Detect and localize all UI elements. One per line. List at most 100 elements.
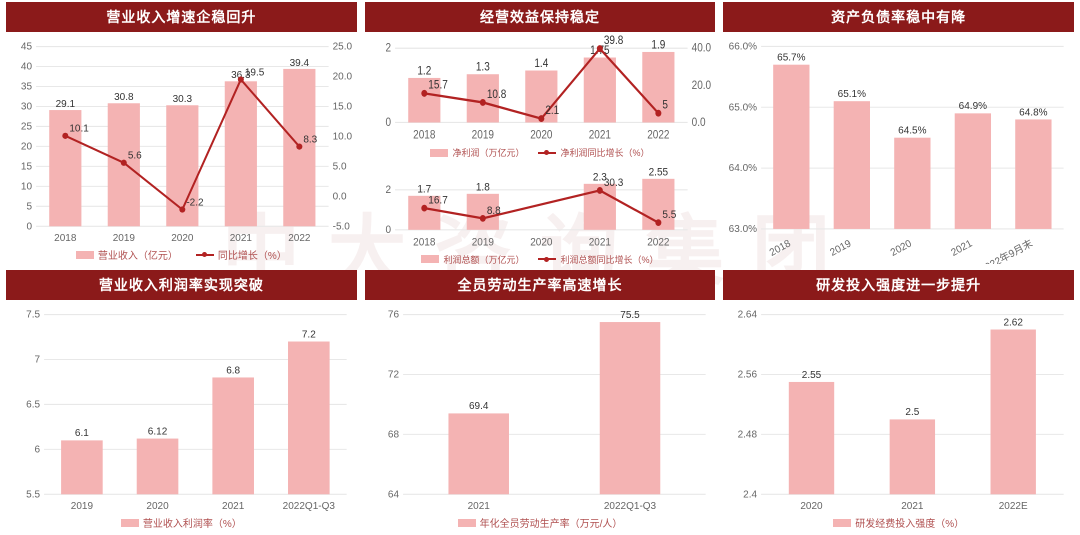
svg-text:2019: 2019	[471, 236, 493, 249]
svg-text:2021: 2021	[467, 501, 490, 512]
svg-text:30.3: 30.3	[173, 94, 193, 105]
svg-text:10.1: 10.1	[69, 124, 89, 135]
svg-text:76: 76	[388, 310, 399, 321]
legend-line: 同比增长（%）	[196, 247, 287, 262]
panel-revenue-growth: 营业收入增速企稳回升 051015202530354045-5.00.05.01…	[6, 2, 357, 264]
svg-text:2021: 2021	[588, 129, 610, 142]
svg-text:20.0: 20.0	[333, 71, 353, 82]
svg-text:-5.0: -5.0	[333, 221, 351, 232]
legend-row: 营业收入（亿元） 同比增长（%）	[6, 245, 357, 264]
svg-text:10: 10	[21, 181, 32, 192]
svg-text:2.4: 2.4	[743, 489, 757, 500]
svg-text:2022Q1-Q3: 2022Q1-Q3	[283, 501, 336, 512]
svg-text:2020: 2020	[530, 129, 552, 142]
svg-text:5.5: 5.5	[26, 489, 40, 500]
panel-debt-ratio: 资产负债率稳中有降 63.0%64.0%65.0%66.0%65.7%65.1%…	[723, 2, 1074, 264]
svg-text:2.55: 2.55	[802, 370, 822, 381]
svg-text:29.1: 29.1	[56, 99, 76, 110]
legend-bar: 年化全员劳动生产率（万元/人）	[458, 515, 623, 530]
svg-text:2021: 2021	[950, 238, 975, 259]
svg-text:39.4: 39.4	[290, 58, 310, 69]
svg-text:2020: 2020	[801, 501, 824, 512]
legend-bar: 利润总额（万亿元）	[421, 250, 524, 269]
svg-text:1.4: 1.4	[534, 57, 548, 70]
svg-text:40.0: 40.0	[691, 42, 710, 55]
svg-text:2022E: 2022E	[999, 501, 1028, 512]
svg-text:72: 72	[388, 369, 399, 380]
svg-text:65.7%: 65.7%	[777, 52, 805, 63]
svg-text:8.8: 8.8	[486, 204, 500, 217]
svg-text:2.1: 2.1	[545, 104, 559, 117]
svg-text:6.12: 6.12	[148, 426, 168, 437]
svg-text:68: 68	[388, 429, 399, 440]
svg-text:25.0: 25.0	[333, 42, 353, 53]
svg-text:5.6: 5.6	[128, 150, 142, 161]
panel-efficiency: 经营效益保持稳定 020.020.040.01.21.31.41.751.915…	[365, 2, 716, 264]
svg-text:30.3: 30.3	[604, 176, 624, 189]
panel-title: 经营效益保持稳定	[365, 2, 716, 32]
legend-line: 利润总额同比增长（%）	[538, 250, 658, 269]
svg-text:2021: 2021	[902, 501, 925, 512]
svg-text:65.0%: 65.0%	[729, 102, 757, 113]
svg-text:5.0: 5.0	[333, 161, 347, 172]
svg-text:0: 0	[385, 116, 391, 129]
svg-text:7: 7	[34, 354, 40, 365]
panel-rd-intensity: 研发投入强度进一步提升 2.42.482.562.642.552.52.6220…	[723, 270, 1074, 532]
svg-text:7.2: 7.2	[302, 329, 316, 340]
legend-bar: 净利润（万亿元）	[430, 143, 524, 162]
svg-text:1.9: 1.9	[651, 39, 665, 52]
panel-title: 营业收入增速企稳回升	[6, 2, 357, 32]
svg-text:2020: 2020	[146, 501, 169, 512]
chart-body: 5.566.577.56.16.126.87.22019202020212022…	[6, 300, 357, 513]
svg-text:1.8: 1.8	[476, 181, 490, 194]
svg-text:20.0: 20.0	[691, 79, 710, 92]
chart-body: 2.42.482.562.642.552.52.62202020212022E	[723, 300, 1074, 513]
svg-text:2021: 2021	[588, 236, 610, 249]
legend-row: 营业收入利润率（%）	[6, 513, 357, 532]
svg-text:2022: 2022	[288, 233, 311, 244]
chart-body: 051015202530354045-5.00.05.010.015.020.0…	[6, 32, 357, 245]
svg-text:2020: 2020	[530, 236, 552, 249]
svg-text:30.8: 30.8	[114, 92, 134, 103]
svg-text:64.8%: 64.8%	[1020, 107, 1048, 118]
svg-text:2022Q1-Q3: 2022Q1-Q3	[604, 501, 657, 512]
svg-text:40: 40	[21, 61, 32, 72]
svg-text:1.3: 1.3	[476, 61, 490, 74]
svg-text:39.8: 39.8	[604, 34, 623, 47]
svg-text:2.55: 2.55	[648, 166, 668, 179]
svg-text:7.5: 7.5	[26, 310, 40, 321]
svg-text:6: 6	[34, 444, 40, 455]
panel-title: 研发投入强度进一步提升	[723, 270, 1074, 300]
svg-text:16.7: 16.7	[428, 194, 448, 207]
svg-text:69.4: 69.4	[469, 401, 489, 412]
svg-text:-2.2: -2.2	[186, 197, 204, 208]
svg-text:2022年9月末: 2022年9月末	[978, 236, 1035, 264]
svg-text:2018: 2018	[413, 236, 435, 249]
legend-bar: 营业收入利润率（%）	[121, 515, 242, 530]
chart-body: 6468727669.475.520212022Q1-Q3	[365, 300, 716, 513]
chart-body: 020.020.040.01.21.31.41.751.915.710.82.1…	[365, 32, 716, 264]
svg-text:0: 0	[26, 221, 32, 232]
panel-title: 全员劳动生产率高速增长	[365, 270, 716, 300]
panel-profit-margin: 营业收入利润率实现突破 5.566.577.56.16.126.87.22019…	[6, 270, 357, 532]
svg-text:5.5: 5.5	[662, 209, 676, 222]
chart-grid: 营业收入增速企稳回升 051015202530354045-5.00.05.01…	[0, 0, 1080, 534]
legend-bar: 研发经费投入强度（%）	[833, 515, 964, 530]
svg-text:15.7: 15.7	[428, 79, 447, 92]
panel-productivity: 全员劳动生产率高速增长 6468727669.475.520212022Q1-Q…	[365, 270, 716, 532]
svg-text:64: 64	[388, 489, 399, 500]
svg-text:2021: 2021	[222, 501, 245, 512]
svg-text:25: 25	[21, 121, 32, 132]
svg-text:30: 30	[21, 101, 32, 112]
svg-text:0: 0	[385, 224, 391, 237]
svg-text:20: 20	[21, 141, 32, 152]
svg-text:65.1%: 65.1%	[838, 89, 866, 100]
svg-text:2019: 2019	[113, 233, 136, 244]
svg-text:2020: 2020	[889, 238, 914, 259]
svg-text:2.64: 2.64	[738, 310, 758, 321]
svg-text:66.0%: 66.0%	[729, 41, 757, 52]
chart-body: 63.0%64.0%65.0%66.0%65.7%65.1%64.5%64.9%…	[723, 32, 1074, 264]
svg-text:2.5: 2.5	[906, 407, 920, 418]
svg-text:15.0: 15.0	[333, 101, 353, 112]
svg-text:64.9%: 64.9%	[959, 101, 987, 112]
